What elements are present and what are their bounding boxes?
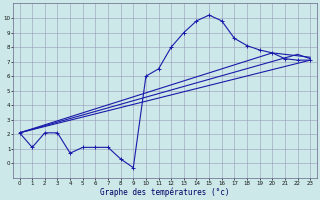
X-axis label: Graphe des températures (°c): Graphe des températures (°c) bbox=[100, 187, 230, 197]
